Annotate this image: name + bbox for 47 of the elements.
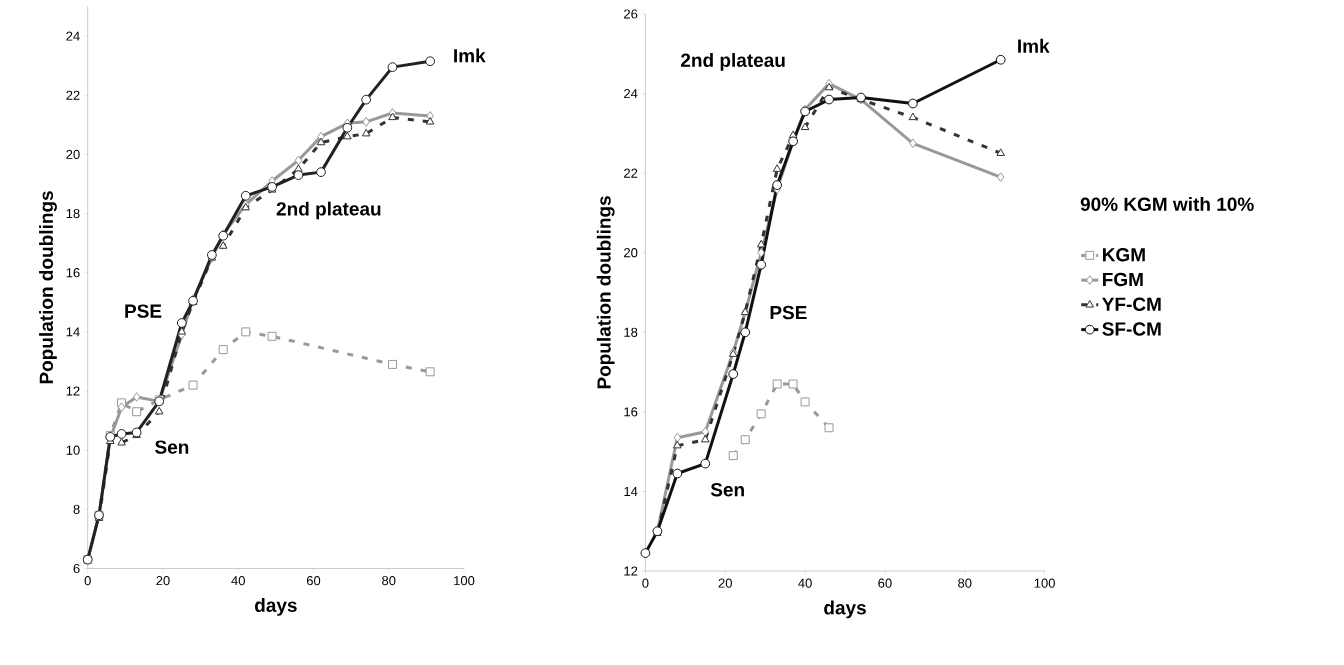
x-tick-label: 100 [454,576,475,586]
x-tick-label: 80 [382,576,396,586]
y-tick-label: 10 [66,445,80,455]
annotation: Imk [1018,38,1050,53]
y-tick-label: 18 [624,327,638,337]
legend-label: YF-CM [1102,297,1161,311]
y-axis-title: Population doublings [39,191,57,384]
x-tick-label: 0 [642,578,649,588]
y-tick-label: 16 [66,268,80,278]
x-tick-label: 60 [306,576,321,586]
y-tick-label: 22 [624,168,638,178]
y-tick-label: 20 [624,248,638,258]
y-tick-label: 14 [66,327,80,337]
annotation: Sen [710,482,744,497]
y-axis-title: Population doublings [596,196,615,389]
y-tick-label: 24 [66,31,80,41]
y-tick-label: 26 [624,9,638,19]
annotation: PSE [770,305,807,320]
x-tick-label: 20 [156,576,170,586]
annotation: Imk [454,48,486,63]
legend-label: FGM [1103,272,1143,287]
x-axis-title: days [824,600,866,619]
y-tick-label: 24 [624,89,638,99]
x-tick-label: 40 [798,578,812,588]
y-tick-label: 22 [66,90,80,100]
x-tick-label: 80 [958,578,972,588]
legend-label: SF-CM [1102,322,1161,336]
x-axis-title: days [254,598,297,616]
y-tick-label: 16 [624,407,638,417]
annotation: 2nd plateau [681,53,785,71]
annotation: PSE [125,304,162,318]
y-tick-label: 12 [66,386,80,396]
annotation: 2nd plateau [276,201,381,220]
x-tick-label: 60 [878,578,892,588]
y-tick-label: 18 [66,208,80,219]
x-tick-label: 0 [84,576,91,586]
x-tick-label: 40 [231,576,245,586]
annotation: Sen [155,440,189,454]
legend-label: KGM [1103,248,1145,262]
y-tick-label: 6 [73,563,80,574]
y-tick-label: 12 [624,566,638,576]
y-tick-label: 20 [66,149,80,159]
legend-title: 90% KGM with 10% [1080,197,1254,211]
y-tick-label: 14 [624,486,638,496]
x-tick-label: 100 [1034,578,1055,588]
y-tick-label: 8 [73,504,80,514]
x-tick-label: 20 [718,578,732,588]
